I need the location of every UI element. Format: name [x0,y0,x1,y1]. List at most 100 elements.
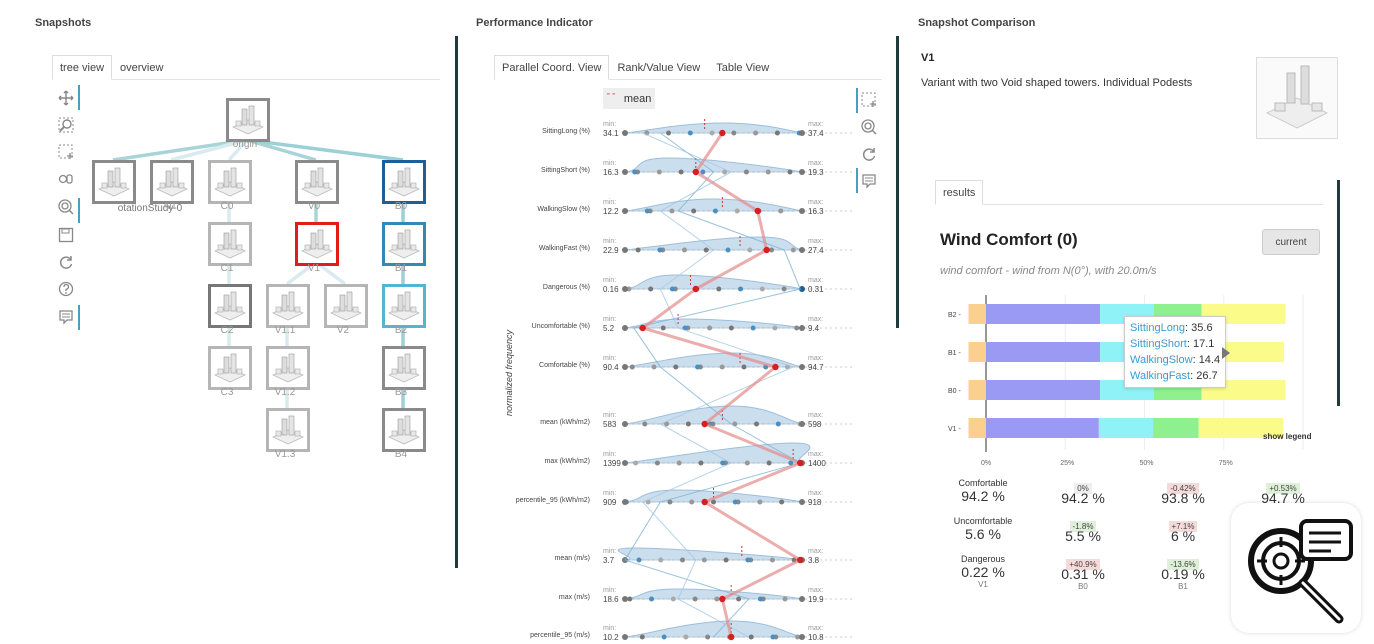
data-point[interactable] [787,169,793,175]
select-icon[interactable] [860,91,878,109]
data-point[interactable] [666,130,672,136]
data-point[interactable] [716,286,722,292]
bar-segment[interactable] [986,342,1101,362]
tab-table-view[interactable]: Table View [716,62,770,74]
data-point[interactable] [770,634,776,640]
save-icon[interactable] [57,226,75,244]
selected-data-point[interactable] [692,168,699,176]
data-point[interactable] [639,634,645,640]
selected-data-point[interactable] [692,285,699,293]
data-point[interactable] [654,460,660,466]
selected-data-point[interactable] [728,633,735,641]
data-point[interactable] [642,421,648,427]
selected-data-point[interactable] [701,420,708,428]
bar-segment[interactable] [986,418,1099,438]
data-point[interactable] [678,169,684,175]
bar-segment[interactable] [1198,418,1284,438]
data-point[interactable] [794,325,800,331]
variant-line[interactable] [641,132,795,638]
selected-data-point[interactable] [797,556,804,564]
data-point[interactable] [790,247,796,253]
data-point[interactable] [723,557,729,563]
refresh-icon[interactable] [860,145,878,163]
data-point[interactable] [692,596,698,602]
data-point[interactable] [695,364,701,370]
data-point[interactable] [701,557,707,563]
data-point[interactable] [667,499,673,505]
data-point[interactable] [689,499,695,505]
data-point[interactable] [757,596,763,602]
tree-node-v0[interactable] [295,160,339,204]
parallel-coordinates-plot[interactable] [600,100,860,644]
tree-node-v13[interactable] [266,408,310,452]
data-point[interactable] [745,557,751,563]
show-legend-link[interactable]: show legend [1263,432,1312,441]
data-point[interactable] [698,460,704,466]
data-point[interactable] [769,247,775,253]
data-point[interactable] [660,325,666,331]
data-point[interactable] [703,247,709,253]
data-point[interactable] [747,247,753,253]
data-point[interactable] [788,460,794,466]
data-point[interactable] [748,634,754,640]
data-point[interactable] [707,325,713,331]
data-point[interactable] [664,421,670,427]
data-point[interactable] [775,421,781,427]
tree-node-v1[interactable] [295,222,339,266]
tree-node-v11[interactable] [266,284,310,328]
tree-node-b1[interactable] [382,222,426,266]
panel-scrollbar[interactable] [1337,180,1340,406]
data-point[interactable] [720,460,726,466]
data-point[interactable] [709,130,715,136]
data-point[interactable] [656,169,662,175]
data-point[interactable] [680,557,686,563]
help-icon[interactable] [57,280,75,298]
data-point[interactable] [644,208,650,214]
data-point[interactable] [736,596,742,602]
mean-toggle-button[interactable]: ╴╴ mean [603,88,655,109]
data-point[interactable] [636,557,642,563]
data-point[interactable] [778,208,784,214]
data-point[interactable] [759,286,765,292]
tab-tree-view[interactable]: tree view [52,55,113,80]
data-point[interactable] [750,325,756,331]
selected-data-point[interactable] [719,595,726,603]
current-button[interactable]: current [1262,229,1320,255]
lasso-icon[interactable] [57,198,75,216]
data-point[interactable] [683,634,689,640]
data-point[interactable] [781,286,787,292]
data-point[interactable] [633,460,639,466]
selected-data-point[interactable] [754,207,761,215]
bar-segment[interactable] [968,342,986,362]
tree-node-v2[interactable] [324,284,368,328]
data-point[interactable] [754,421,760,427]
data-point[interactable] [629,364,635,370]
data-point[interactable] [635,247,641,253]
data-point[interactable] [772,325,778,331]
data-point[interactable] [670,596,676,602]
filter-icon[interactable] [57,170,75,188]
tab-rank-value[interactable]: Rank/Value View [617,62,701,74]
data-point[interactable] [669,286,675,292]
data-point[interactable] [719,364,725,370]
tree-node-v12[interactable] [266,346,310,390]
data-point[interactable] [682,325,688,331]
data-point[interactable] [734,208,740,214]
bar-segment[interactable] [968,304,986,324]
panel-splitter-left[interactable] [455,36,458,568]
bar-segment[interactable] [968,418,986,438]
data-point[interactable] [779,499,785,505]
select-icon[interactable] [57,143,75,161]
data-point[interactable] [774,130,780,136]
data-point[interactable] [651,364,657,370]
data-point[interactable] [649,596,655,602]
tab-overview[interactable]: overview [120,62,164,74]
data-point[interactable] [757,499,763,505]
data-point[interactable] [725,247,731,253]
data-point[interactable] [795,634,801,640]
selected-data-point[interactable] [772,363,779,371]
data-point[interactable] [753,130,759,136]
data-point[interactable] [632,169,638,175]
tree-node-a0[interactable] [150,160,194,204]
tree-node-b4[interactable] [382,408,426,452]
